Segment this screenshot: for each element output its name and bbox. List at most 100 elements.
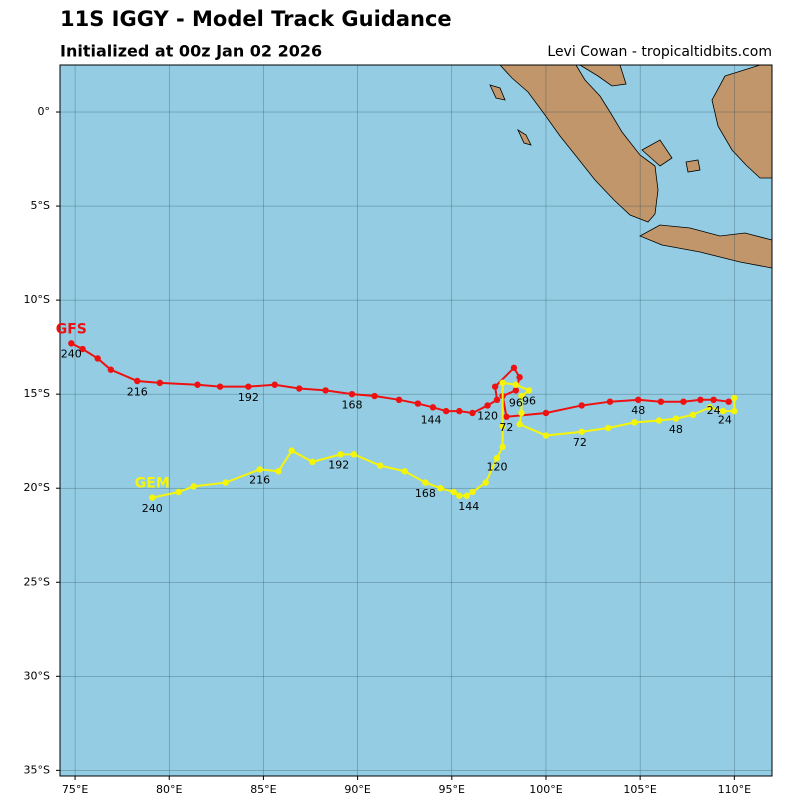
chart-subtitle: Initialized at 00z Jan 02 2026 [60, 42, 322, 61]
track-point [516, 421, 523, 428]
forecast-hour-label: 216 [249, 474, 270, 487]
track-point [337, 451, 344, 458]
track-point [706, 404, 714, 411]
track-point [190, 483, 197, 490]
x-tick-label: 95°E [439, 783, 465, 796]
malay-peninsula [579, 65, 627, 87]
track-point [322, 387, 329, 394]
forecast-hour-label: 72 [573, 436, 587, 449]
track-point [731, 394, 738, 402]
track-point [631, 419, 638, 426]
track-point [401, 468, 408, 475]
x-tick-label: 100°E [529, 783, 562, 796]
track-point [175, 488, 182, 496]
track-point [525, 387, 533, 394]
track-point [395, 396, 403, 404]
forecast-hour-label: 168 [415, 487, 436, 500]
x-tick-label: 80°E [156, 783, 182, 796]
sumatra [499, 65, 659, 223]
track-point [350, 451, 358, 458]
model-label: GEM [135, 476, 170, 492]
track-point [516, 374, 523, 381]
track-point [271, 381, 278, 388]
track-point [442, 407, 450, 415]
y-tick-label: 5°S [31, 199, 50, 212]
track-point [719, 407, 727, 415]
island [517, 128, 532, 146]
track-point [655, 417, 663, 424]
track-point [134, 377, 141, 385]
track-point [578, 402, 585, 409]
forecast-hour-label: 144 [458, 500, 479, 513]
x-tick-label: 105°E [623, 783, 656, 796]
track-point [288, 447, 295, 454]
track-point [107, 366, 115, 373]
track-point [309, 458, 316, 466]
track-point [672, 415, 680, 422]
y-tick-label: 0° [38, 105, 51, 118]
forecast-hour-label: 192 [328, 459, 349, 472]
track-point [510, 364, 518, 372]
track-point [469, 488, 476, 496]
forecast-hour-label: 48 [631, 404, 645, 417]
forecast-hour-label: 240 [61, 348, 82, 361]
track-point [493, 454, 501, 462]
track-point [456, 492, 463, 499]
land [489, 65, 772, 269]
y-tick-label: 20°S [24, 481, 50, 494]
track-point [348, 390, 356, 398]
track-point [542, 432, 550, 439]
y-tick-label: 15°S [24, 387, 50, 400]
track-point [377, 462, 384, 469]
track-point [68, 340, 75, 347]
track-point [680, 398, 687, 405]
track-point [697, 396, 704, 404]
credit: Levi Cowan - tropicaltidbits.com [547, 44, 772, 60]
forecast-hour-label: 96 [509, 397, 523, 410]
track-point [484, 402, 491, 409]
track-point [437, 485, 444, 492]
track-point [422, 479, 429, 486]
forecast-hour-label: 72 [499, 421, 513, 434]
track-point [493, 396, 501, 404]
forecast-hour-label: 192 [238, 391, 259, 404]
forecast-hour-label: 120 [486, 461, 507, 474]
track-point [429, 404, 437, 411]
y-tick-label: 10°S [24, 293, 50, 306]
track-point [518, 392, 525, 400]
x-tick-label: 110°E [718, 783, 751, 796]
track-point [194, 381, 201, 388]
track-point [503, 413, 510, 420]
track-point [518, 409, 525, 417]
forecast-hour-label: 24 [707, 404, 721, 417]
track-point [275, 468, 282, 475]
track-point [657, 398, 665, 405]
track-point [635, 396, 642, 404]
track-point [482, 479, 489, 486]
island [489, 84, 506, 101]
track-point [216, 383, 224, 390]
track-point [156, 379, 164, 387]
track-point [245, 383, 252, 390]
track-point [222, 479, 229, 486]
forecast-hour-label: 168 [341, 398, 362, 411]
track-point [456, 407, 463, 415]
forecast-hour-label: 120 [477, 410, 498, 423]
track-point [604, 424, 612, 432]
track-point [371, 392, 378, 400]
track-point [463, 492, 471, 499]
x-tick-label: 75°E [62, 783, 88, 796]
track-point [512, 387, 520, 394]
island [641, 139, 673, 167]
plot-frame [59, 64, 773, 777]
forecast-hour-label: 240 [142, 502, 163, 515]
track-point [491, 383, 499, 390]
model-label: GFS [56, 321, 87, 337]
y-tick-label: 30°S [24, 669, 50, 682]
forecast-hour-label: 216 [127, 385, 148, 398]
track-point [94, 355, 101, 362]
forecast-hour-label: 48 [669, 423, 683, 436]
track-point [256, 466, 263, 473]
track-point [499, 379, 506, 387]
track-point [731, 407, 738, 415]
